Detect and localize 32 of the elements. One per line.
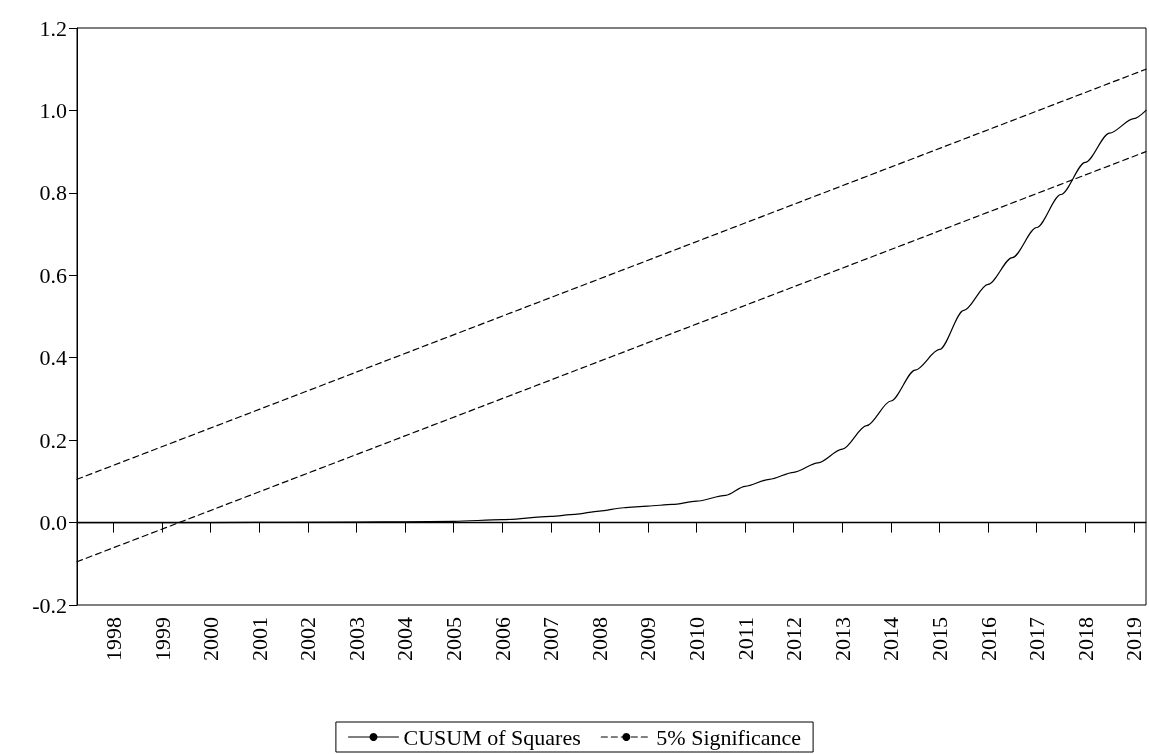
legend-label: CUSUM of Squares — [403, 724, 581, 750]
x-tick-label: 2010 — [684, 617, 710, 661]
y-tick-label: 0.8 — [39, 180, 67, 206]
y-tick-label: 0.6 — [39, 262, 67, 288]
x-tick-label: 2009 — [635, 617, 661, 661]
legend-label: 5% Significance — [656, 724, 802, 750]
x-tick-label: 2006 — [489, 617, 515, 661]
x-tick-label: 2003 — [343, 617, 369, 661]
x-tick-label: 2002 — [295, 617, 321, 661]
y-tick-label: -0.2 — [32, 592, 67, 618]
x-tick-label: 2004 — [392, 617, 418, 661]
x-tick-label: 2015 — [926, 617, 952, 661]
x-tick-label: 2013 — [829, 617, 855, 661]
y-tick-label: 1.2 — [39, 15, 67, 41]
y-tick-label: 1.0 — [39, 97, 67, 123]
x-tick-label: 1999 — [149, 617, 175, 661]
x-tick-label: 2018 — [1072, 617, 1098, 661]
x-tick-label: 2017 — [1024, 617, 1050, 661]
x-tick-label: 2005 — [441, 617, 467, 661]
x-tick-label: 2008 — [586, 617, 612, 661]
x-tick-label: 2014 — [878, 617, 904, 661]
x-tick-label: 2007 — [538, 617, 564, 661]
y-tick-label: 0.2 — [39, 427, 67, 453]
x-tick-label: 2019 — [1121, 617, 1147, 661]
x-tick-label: 2012 — [781, 617, 807, 661]
x-tick-label: 2000 — [198, 617, 224, 661]
y-tick-label: 0.4 — [39, 345, 67, 371]
y-tick-label: 0.0 — [39, 510, 67, 536]
x-tick-label: 2016 — [975, 617, 1001, 661]
x-tick-label: 2011 — [732, 617, 758, 661]
x-tick-label: 1998 — [100, 617, 126, 661]
x-tick-label: 2001 — [246, 617, 272, 661]
